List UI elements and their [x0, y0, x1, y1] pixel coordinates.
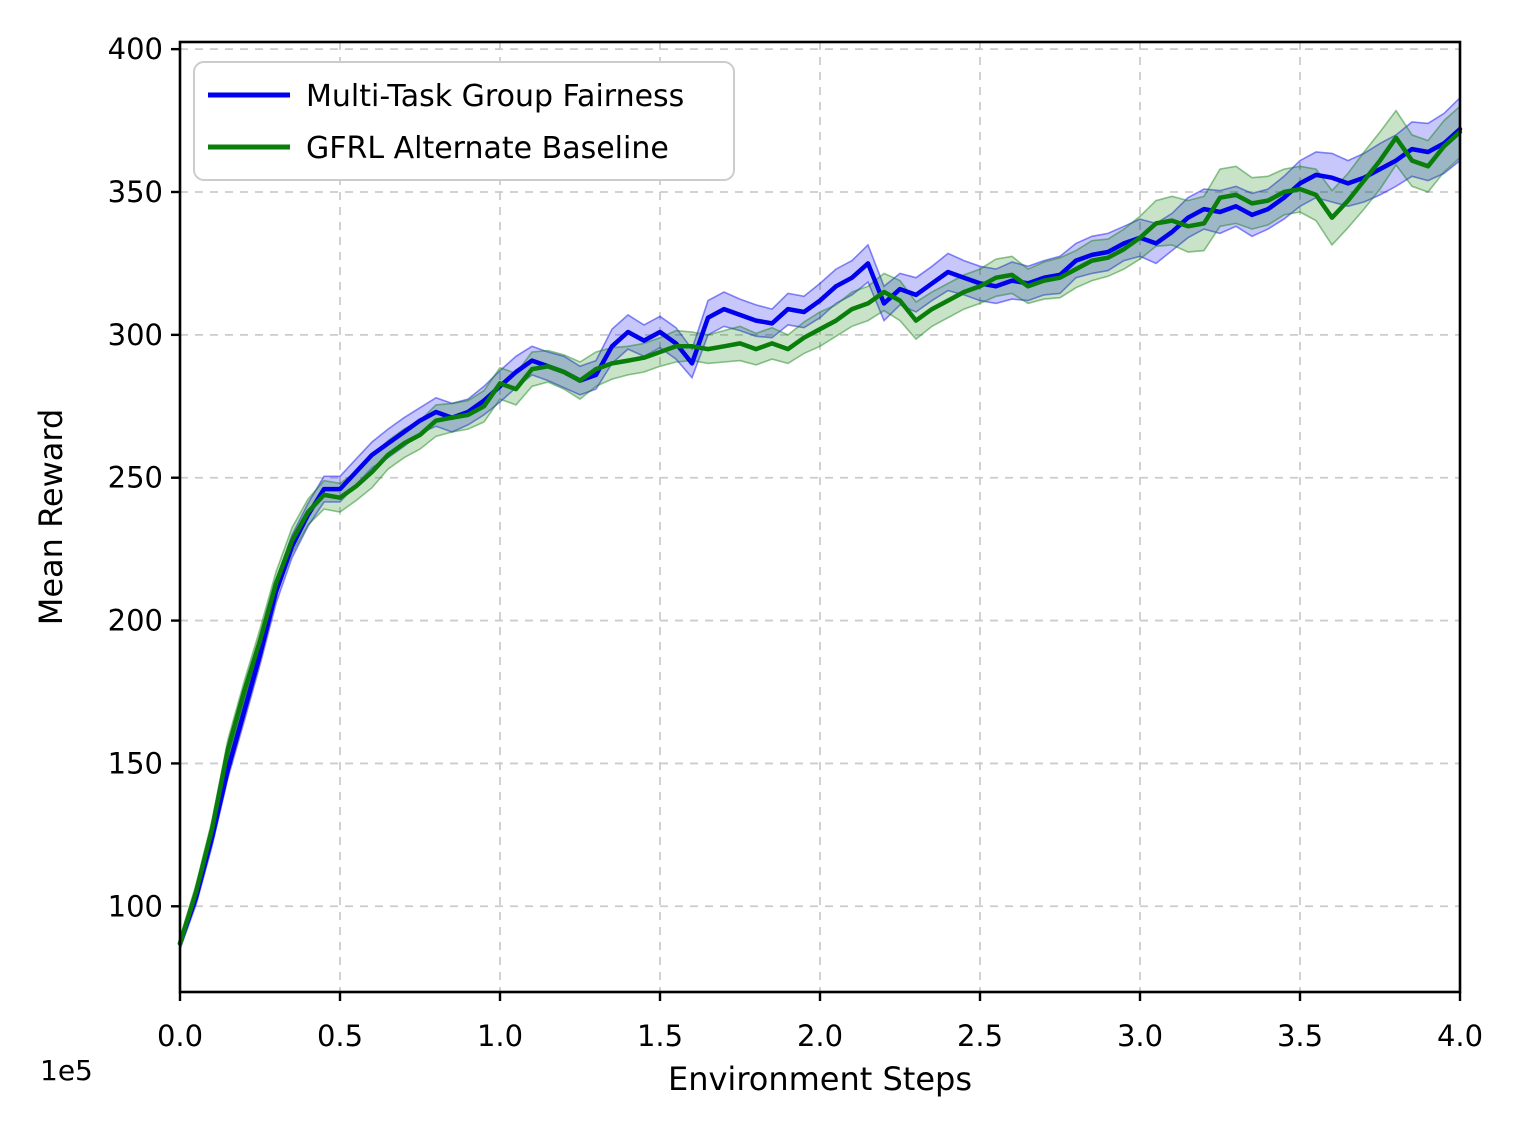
y-tick-label: 150	[108, 746, 163, 780]
y-tick-label: 400	[108, 32, 163, 66]
grid-layer	[179, 42, 1461, 992]
confidence-band-0	[180, 97, 1460, 950]
series-line-0	[177, 126, 1463, 946]
tick-layer	[171, 47, 1462, 1001]
legend-box	[193, 61, 735, 181]
x-tick-label: 1.0	[477, 1019, 523, 1053]
x-tick-label: 1.5	[637, 1019, 683, 1053]
x-axis-label: Environment Steps	[668, 1060, 972, 1098]
series-line-1	[177, 129, 1463, 946]
y-tick-label: 300	[108, 318, 163, 352]
legend-label-multi-task: Multi-Task Group Fairness	[306, 79, 684, 114]
legend-label-gfrl: GFRL Alternate Baseline	[306, 131, 669, 166]
x-tick-label: 0.0	[157, 1019, 203, 1053]
x-tick-label: 3.5	[1277, 1019, 1323, 1053]
confidence-band-layer	[179, 97, 1461, 950]
y-axis-label: Mean Reward	[32, 409, 70, 626]
x-tick-label: 2.5	[957, 1019, 1003, 1053]
confidence-band-lower-edge-0	[179, 159, 1461, 950]
y-tick-label: 100	[108, 889, 163, 923]
y-tick-label: 250	[108, 461, 163, 495]
x-tick-label: 0.5	[317, 1019, 363, 1053]
y-tick-label: 350	[108, 175, 163, 209]
confidence-band-upper-edge-0	[179, 97, 1461, 938]
legend: Multi-Task Group Fairness GFRL Alternate…	[193, 61, 735, 181]
x-tick-label: 3.0	[1117, 1019, 1163, 1053]
series-line-layer	[177, 126, 1463, 946]
y-tick-label: 200	[108, 604, 163, 638]
x-axis-offset-label: 1e5	[40, 1054, 93, 1087]
confidence-band-lower-edge-1	[179, 157, 1461, 950]
x-tick-label: 4.0	[1437, 1019, 1483, 1053]
tick-label-layer: 0.0 0.5 1.0 1.5 2.0 2.5 3.0 3.5 4.0 100 150 200 250 3…	[108, 32, 1483, 1053]
x-tick-label: 2.0	[797, 1019, 843, 1053]
confidence-band-upper-edge-1	[179, 105, 1461, 938]
